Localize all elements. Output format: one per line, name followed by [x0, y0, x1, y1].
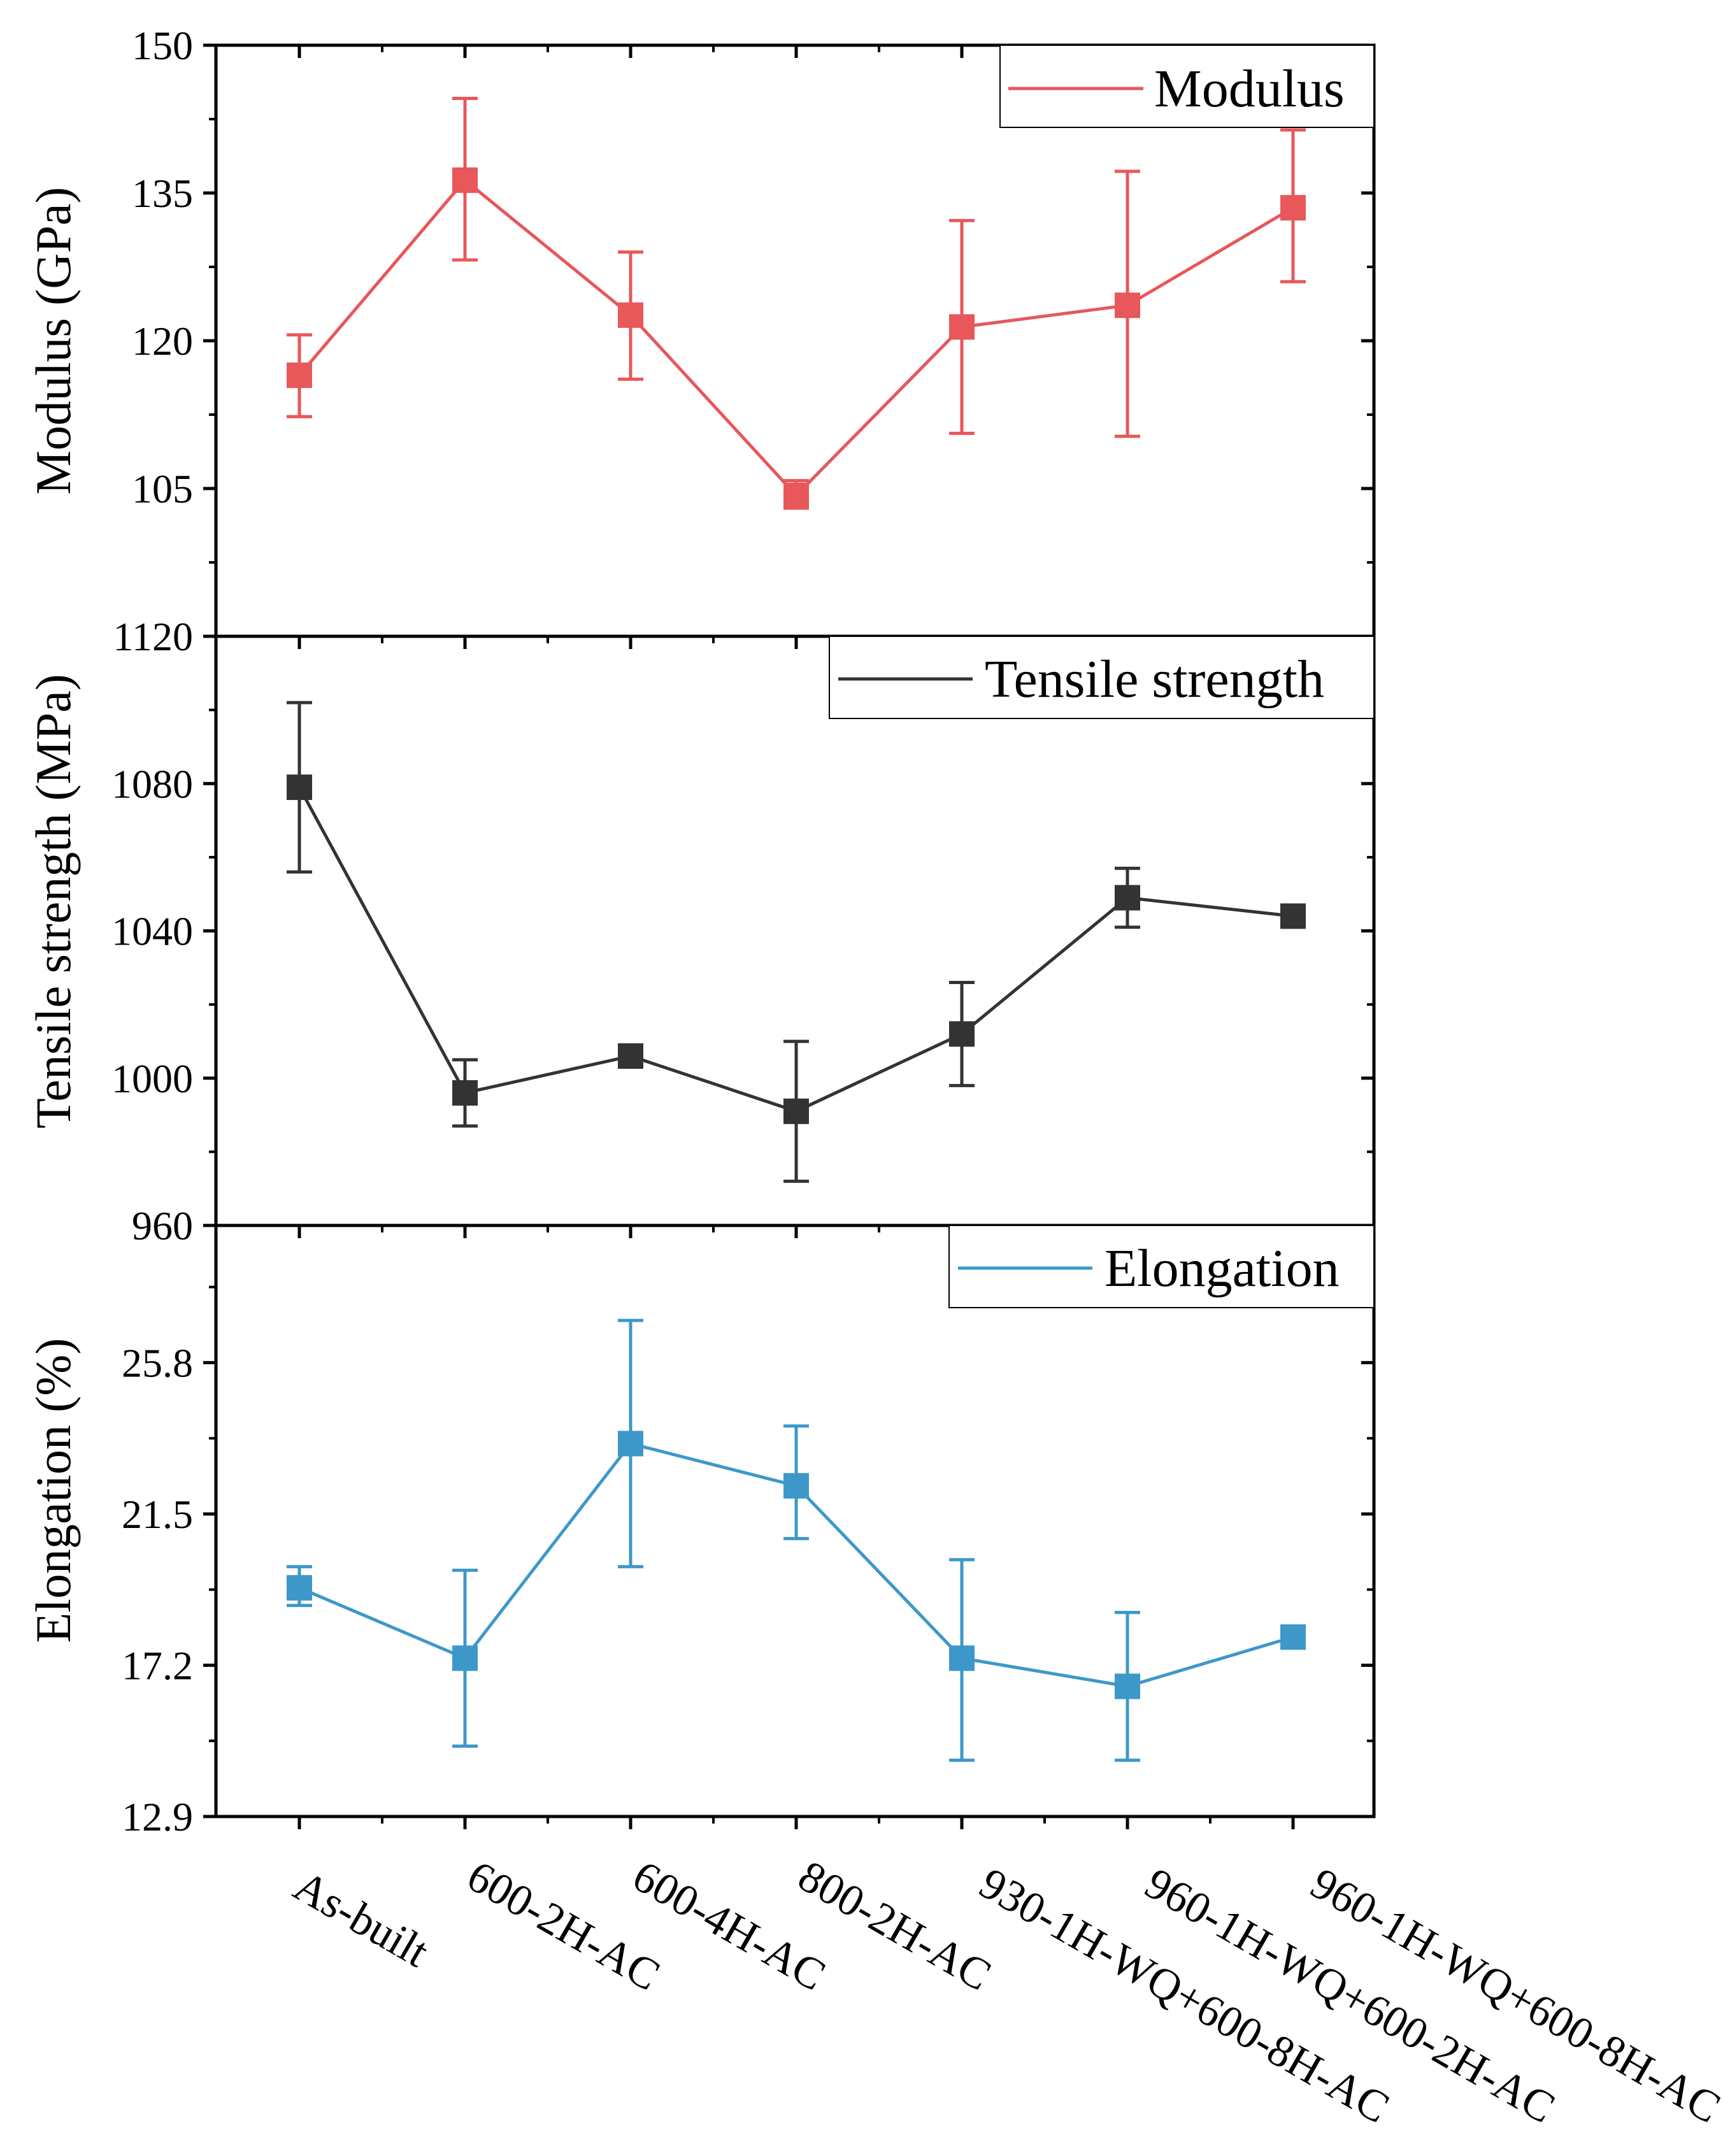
elongation-data-point [1280, 1624, 1306, 1650]
elongation-series [287, 1318, 1306, 1762]
tensile-ytick-label: 960 [132, 1203, 193, 1248]
elongation-ytick-label: 25.8 [122, 1340, 193, 1385]
tensile-ytick-label: 1120 [113, 614, 193, 659]
elongation-data-point [287, 1574, 312, 1601]
modulus-y-axis-title: Modulus (GPa) [25, 187, 81, 494]
tensile-ytick-labels: 1120 1080 1040 1000 960 [111, 614, 193, 1248]
elongation-ytick-label: 12.9 [122, 1794, 193, 1839]
modulus-data-point [452, 167, 478, 193]
x-category-labels: As-built 600-2H-AC 600-4H-AC 800-2H-AC 9… [285, 1852, 1728, 2133]
modulus-plot-frame [214, 43, 1376, 638]
tensile-data-point [287, 775, 312, 801]
elongation-ytick-label: 17.2 [122, 1643, 193, 1688]
elongation-legend-label: Elongation [1104, 1239, 1340, 1298]
tensile-series [287, 701, 1306, 1183]
modulus-data-point [783, 482, 809, 508]
elongation-data-point [783, 1473, 809, 1499]
elongation-data-point [618, 1431, 643, 1457]
elongation-ticks [203, 1225, 1374, 1829]
elongation-ytick-label: 21.5 [122, 1492, 193, 1537]
tensile-strength-panel: 1120 1080 1040 1000 960 Tensile strength… [25, 614, 1376, 1248]
elongation-ytick-labels: 25.8 21.5 17.2 12.9 [122, 1340, 193, 1839]
tensile-data-point [452, 1080, 478, 1106]
modulus-series-line [298, 178, 1294, 498]
elongation-panel: 25.8 21.5 17.2 12.9 Elongation (%) Elong… [25, 1224, 1376, 1839]
elongation-y-axis-title: Elongation (%) [25, 1338, 81, 1643]
modulus-ytick-label: 150 [132, 23, 193, 68]
modulus-data-point [618, 302, 643, 328]
elongation-data-point [949, 1645, 975, 1671]
modulus-ytick-label: 105 [132, 466, 193, 511]
modulus-data-point [949, 314, 975, 340]
modulus-series [287, 97, 1306, 510]
modulus-data-point [1280, 195, 1306, 221]
tensile-data-point [1115, 885, 1140, 911]
tensile-ytick-label: 1080 [111, 761, 193, 806]
modulus-ticks [203, 43, 1374, 649]
elongation-data-point [1115, 1673, 1140, 1699]
tensile-data-point [1280, 903, 1306, 929]
elongation-legend: Elongation [948, 1225, 1375, 1308]
elongation-data-point [452, 1645, 478, 1671]
tensile-ticks [203, 634, 1374, 1238]
tensile-legend: Tensile strength [829, 636, 1375, 719]
tensile-data-point [618, 1043, 643, 1069]
modulus-panel: 150 135 120 105 Modulus (GPa) Modulus [25, 23, 1376, 649]
modulus-ytick-label: 135 [132, 171, 193, 216]
modulus-data-point [287, 362, 312, 389]
x-category-label: As-built [285, 1861, 437, 1977]
tensile-data-point [949, 1021, 975, 1047]
tensile-data-point [783, 1098, 809, 1124]
modulus-ytick-labels: 150 135 120 105 [132, 23, 193, 511]
tensile-ytick-label: 1000 [111, 1056, 193, 1101]
modulus-data-point [1115, 292, 1140, 318]
tensile-ytick-label: 1040 [111, 909, 193, 954]
modulus-legend: Modulus [999, 45, 1375, 128]
modulus-legend-box [999, 45, 1375, 128]
tensile-y-axis-title: Tensile strength (MPa) [25, 674, 81, 1129]
modulus-ytick-label: 120 [132, 318, 193, 364]
tensile-legend-label: Tensile strength [985, 650, 1324, 709]
modulus-legend-label: Modulus [1154, 59, 1345, 118]
